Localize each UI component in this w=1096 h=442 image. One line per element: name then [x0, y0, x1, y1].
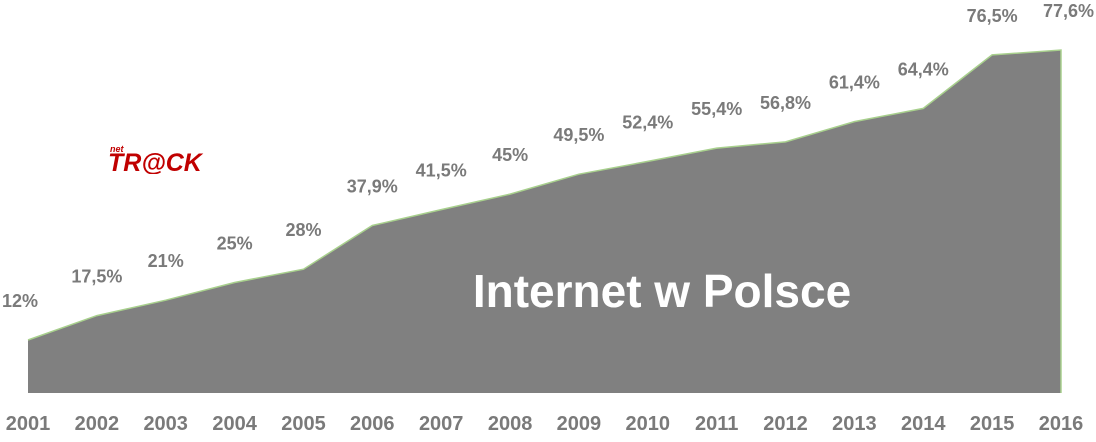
x-tick-2008: 2008 [488, 413, 533, 435]
logo-prefix: net [110, 144, 125, 154]
data-label-2010: 52,4% [622, 112, 673, 132]
data-labels: 12% 17,5% 21% 25% 28% 37,9% 41,5% 45% 49,5% 52,4%… [2, 1, 1094, 311]
data-label-2002: 17,5% [71, 267, 122, 287]
data-label-2006: 37,9% [347, 177, 398, 197]
data-label-2005: 28% [285, 220, 321, 240]
logo-text: TR@CK [108, 149, 204, 174]
x-tick-2016: 2016 [1039, 413, 1084, 435]
x-tick-2007: 2007 [419, 413, 464, 435]
nettrack-logo: net TR@CK [108, 144, 204, 174]
x-tick-2003: 2003 [143, 413, 188, 435]
area-outline [27, 49, 1062, 393]
area-layer [27, 49, 1062, 393]
data-label-2014: 64,4% [898, 59, 949, 79]
data-label-2007: 41,5% [416, 161, 467, 181]
x-tick-2010: 2010 [626, 413, 671, 435]
x-tick-2001: 2001 [6, 413, 51, 435]
data-label-2016: 77,6% [1043, 1, 1094, 21]
x-tick-2013: 2013 [832, 413, 877, 435]
x-tick-2014: 2014 [901, 413, 946, 435]
x-tick-2006: 2006 [350, 413, 395, 435]
chart-title: Internet w Polsce [473, 265, 851, 317]
data-label-2012: 56,8% [760, 93, 811, 113]
data-label-2011: 55,4% [691, 99, 742, 119]
x-tick-2002: 2002 [75, 413, 120, 435]
data-label-2001: 12% [2, 291, 38, 311]
area-fill [28, 50, 1061, 393]
x-tick-2012: 2012 [763, 413, 808, 435]
data-label-2003: 21% [148, 251, 184, 271]
data-label-2008: 45% [492, 145, 528, 165]
x-tick-2004: 2004 [212, 413, 257, 435]
data-label-2004: 25% [217, 234, 253, 254]
x-axis-ticks: 2001 2002 2003 2004 2005 2006 2007 2008 2009 2010… [6, 413, 1084, 435]
x-tick-2011: 2011 [695, 413, 738, 435]
x-tick-2015: 2015 [970, 413, 1015, 435]
data-label-2015: 76,5% [967, 6, 1018, 26]
data-label-2013: 61,4% [829, 73, 880, 93]
x-tick-2005: 2005 [281, 413, 326, 435]
data-label-2009: 49,5% [553, 125, 604, 145]
x-tick-2009: 2009 [557, 413, 602, 435]
